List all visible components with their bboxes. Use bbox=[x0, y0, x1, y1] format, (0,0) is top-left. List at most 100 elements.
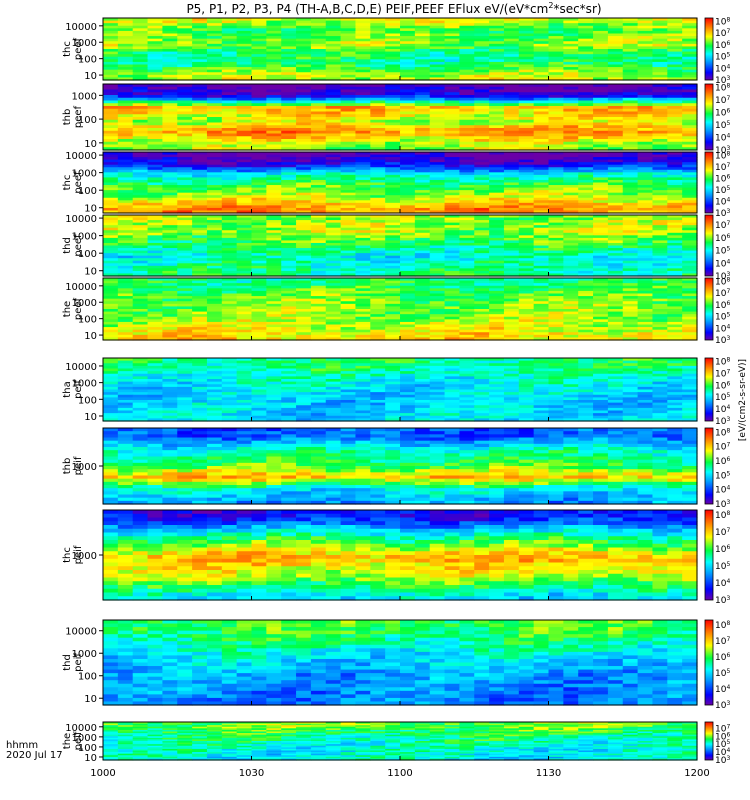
heatmap-cell bbox=[444, 187, 460, 191]
heatmap-cell bbox=[266, 240, 282, 244]
heatmap-cell bbox=[593, 77, 609, 81]
heatmap-cell bbox=[444, 72, 460, 76]
heatmap-cell bbox=[296, 136, 312, 140]
heatmap-cell bbox=[503, 25, 520, 29]
heatmap-cell bbox=[607, 205, 624, 209]
heatmap-cell bbox=[429, 64, 446, 68]
heatmap-cell bbox=[652, 235, 668, 239]
heatmap-cell bbox=[206, 179, 223, 184]
heatmap-cell bbox=[296, 56, 312, 60]
heatmap-cell bbox=[385, 332, 401, 336]
heatmap-cell bbox=[370, 117, 386, 121]
heatmap-cell bbox=[518, 72, 535, 76]
heatmap-cell bbox=[177, 235, 193, 239]
heatmap-cell bbox=[474, 25, 490, 29]
heatmap-cell bbox=[607, 217, 624, 221]
heatmap-cell bbox=[563, 242, 579, 247]
heatmap-cell bbox=[489, 253, 505, 257]
heatmap-cell bbox=[355, 59, 371, 63]
heatmap-cell bbox=[622, 232, 639, 236]
heatmap-cell bbox=[400, 139, 416, 143]
heatmap-cell bbox=[667, 36, 683, 40]
heatmap-cell bbox=[177, 147, 193, 151]
heatmap-cell bbox=[162, 36, 178, 40]
heatmap-cell bbox=[192, 154, 208, 158]
heatmap-cell bbox=[355, 114, 371, 118]
heatmap-cell bbox=[563, 133, 579, 137]
heatmap-cell bbox=[503, 49, 520, 53]
heatmap-cell bbox=[622, 95, 639, 99]
heatmap-cell bbox=[236, 242, 253, 247]
heatmap-cell bbox=[221, 136, 238, 140]
heatmap-cell bbox=[607, 119, 624, 124]
heatmap-cell bbox=[414, 177, 431, 181]
heatmap-cell bbox=[548, 20, 564, 24]
heatmap-cell bbox=[518, 162, 535, 166]
heatmap-cell bbox=[682, 185, 698, 189]
heatmap-cell bbox=[563, 38, 579, 42]
heatmap-cell bbox=[192, 72, 208, 76]
heatmap-cell bbox=[593, 273, 609, 277]
heatmap-cell bbox=[682, 268, 698, 272]
heatmap-cell bbox=[622, 306, 639, 310]
heatmap-cell bbox=[622, 59, 639, 63]
heatmap-cell bbox=[414, 144, 431, 148]
heatmap-cell bbox=[637, 263, 654, 267]
heatmap-cell bbox=[459, 195, 475, 199]
heatmap-cell bbox=[221, 128, 238, 132]
heatmap-cell bbox=[385, 268, 401, 272]
heatmap-cell bbox=[310, 182, 327, 186]
heatmap-cell bbox=[637, 74, 654, 79]
heatmap-cell bbox=[607, 301, 624, 305]
heatmap-cell bbox=[593, 301, 609, 305]
heatmap-cell bbox=[459, 157, 475, 161]
heatmap-cell bbox=[325, 30, 342, 35]
heatmap-cell bbox=[667, 242, 683, 247]
heatmap-cell bbox=[622, 255, 639, 259]
heatmap-cell bbox=[400, 130, 416, 135]
heatmap-cell bbox=[682, 319, 698, 323]
heatmap-cell bbox=[385, 288, 401, 292]
heatmap-cell bbox=[414, 179, 431, 184]
heatmap-cell bbox=[637, 235, 654, 239]
heatmap-cell bbox=[103, 314, 119, 318]
heatmap-cell bbox=[622, 100, 639, 104]
heatmap-cell bbox=[221, 20, 238, 24]
heatmap-cell bbox=[400, 64, 416, 68]
heatmap-cell bbox=[192, 298, 208, 302]
heatmap-cell bbox=[444, 288, 460, 292]
heatmap-cell bbox=[370, 268, 386, 272]
heatmap-cell bbox=[533, 177, 550, 181]
heatmap-cell bbox=[474, 33, 490, 37]
heatmap-cell bbox=[563, 298, 579, 302]
heatmap-cell bbox=[296, 232, 312, 236]
heatmap-cell bbox=[236, 167, 253, 171]
heatmap-cell bbox=[459, 67, 475, 71]
heatmap-cell bbox=[103, 337, 119, 341]
heatmap-cell bbox=[429, 245, 446, 249]
heatmap-cell bbox=[474, 280, 490, 284]
heatmap-cell bbox=[281, 51, 297, 55]
heatmap-cell bbox=[132, 288, 149, 292]
heatmap-cell bbox=[325, 95, 342, 99]
heatmap-cell bbox=[310, 103, 327, 107]
heatmap-cell bbox=[266, 147, 282, 151]
heatmap-cell bbox=[266, 139, 282, 143]
heatmap-cell bbox=[563, 334, 579, 339]
heatmap-cell bbox=[400, 182, 416, 186]
heatmap-cell bbox=[370, 288, 386, 292]
heatmap-cell bbox=[177, 245, 193, 249]
heatmap-cell bbox=[578, 301, 594, 305]
heatmap-cell bbox=[563, 285, 579, 289]
heatmap-cell bbox=[563, 51, 579, 55]
heatmap-cell bbox=[682, 103, 698, 107]
heatmap-cell bbox=[266, 41, 282, 45]
heatmap-cell bbox=[414, 327, 431, 331]
heatmap-cells bbox=[103, 215, 698, 277]
heatmap-cell bbox=[459, 28, 475, 32]
heatmap-cell bbox=[459, 74, 475, 79]
heatmap-cell bbox=[622, 215, 639, 219]
heatmap-cell bbox=[518, 36, 535, 40]
heatmap-cell bbox=[162, 172, 178, 176]
heatmap-cell bbox=[147, 227, 163, 231]
